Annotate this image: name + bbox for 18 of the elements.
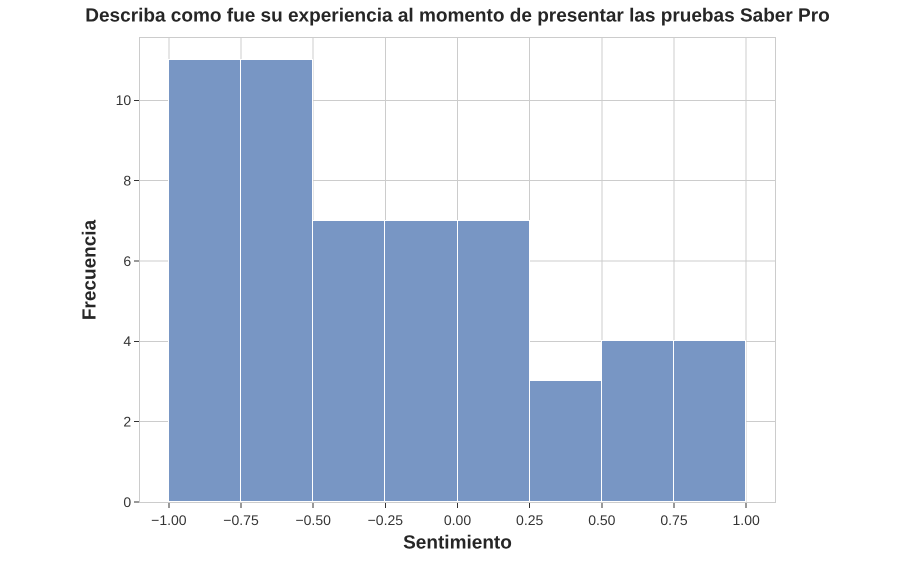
y-axis-title: Frecuencia [79, 219, 100, 320]
y-tick-label: 0 [123, 494, 132, 510]
y-tick-label: 10 [116, 92, 132, 108]
y-tick-label: 2 [123, 414, 132, 430]
x-tick-label: 0.50 [588, 512, 616, 528]
x-tick-label: 1.00 [732, 512, 760, 528]
y-tick-label: 8 [123, 172, 132, 189]
x-tick-label: −0.25 [368, 512, 404, 528]
x-tick-label: 0.00 [444, 512, 472, 528]
x-tick-label: −1.00 [151, 512, 187, 528]
chart-title: Describa como fue su experiencia al momento de presentar las pruebas Saber Pro [85, 6, 830, 27]
x-tick-label: 0.25 [516, 512, 544, 528]
x-tick-label: −0.50 [295, 512, 332, 528]
y-tick-label: 6 [123, 252, 132, 269]
x-tick-label: 0.75 [660, 512, 688, 528]
x-axis-title: Sentimiento [403, 532, 512, 554]
y-tick-label: 4 [123, 333, 132, 350]
x-tick-label: −0.75 [223, 512, 259, 528]
